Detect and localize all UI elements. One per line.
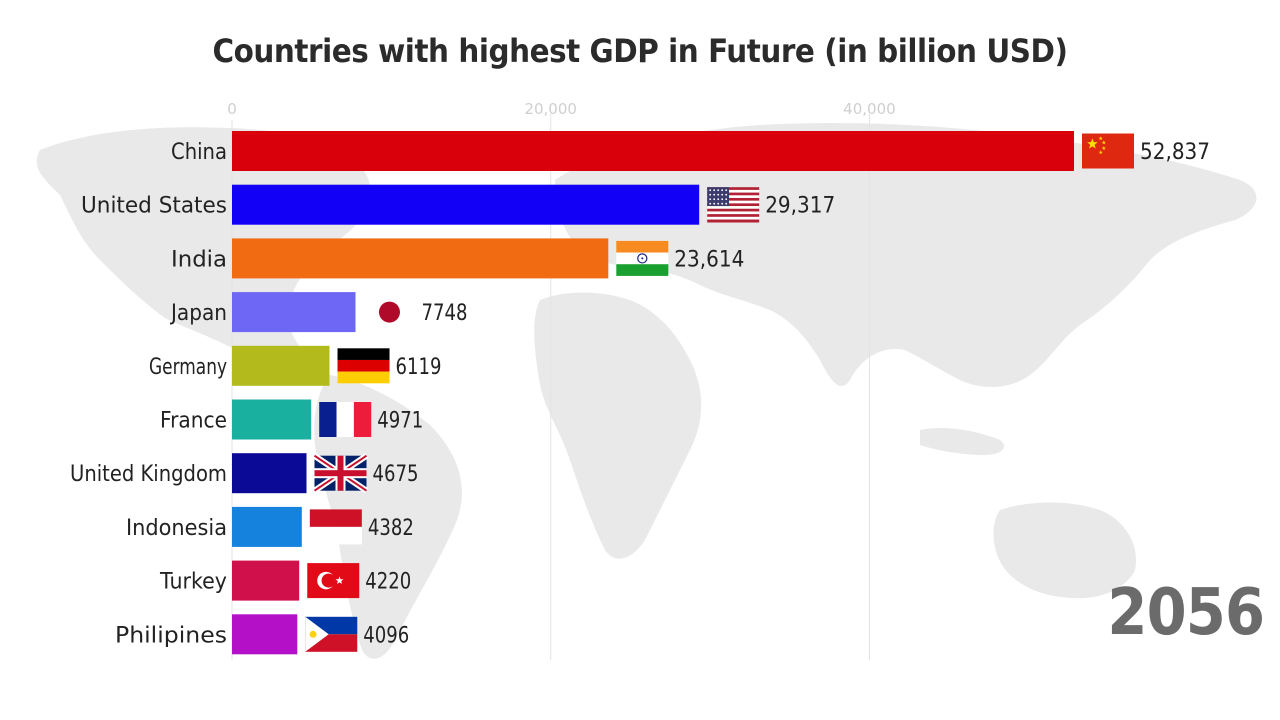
turkey-flag-icon — [307, 563, 360, 599]
bar — [232, 292, 356, 333]
france-flag-icon — [319, 402, 372, 437]
category-label: Turkey — [159, 570, 227, 595]
value-label: 4675 — [372, 462, 418, 487]
bar — [232, 345, 330, 386]
category-label: United Kingdom — [70, 462, 227, 487]
category-label: Philipines — [115, 623, 227, 648]
bar-row: China 52,837 — [171, 131, 1210, 171]
value-label: 4096 — [363, 623, 409, 648]
bar — [232, 560, 300, 601]
bar-row: India 23,614 — [171, 238, 744, 279]
category-label: China — [171, 140, 227, 165]
indonesia-flag-icon — [309, 509, 362, 545]
value-label: 7748 — [421, 301, 467, 326]
japan-flag-icon — [363, 294, 416, 330]
bar — [232, 506, 302, 547]
philippines-flag-icon — [305, 616, 358, 652]
value-label: 29,317 — [765, 194, 835, 219]
bar-row: Indonesia 4382 — [126, 506, 414, 547]
bar-row: Germany 6119 — [149, 345, 442, 386]
chart-title: Countries with highest GDP in Future (in… — [212, 32, 1068, 70]
category-label: United States — [81, 194, 227, 219]
germany-flag-icon — [337, 348, 390, 384]
category-label: Indonesia — [126, 516, 227, 541]
bar — [232, 184, 700, 225]
bar — [232, 399, 312, 440]
bar-row: Philipines 4096 — [115, 614, 409, 655]
year-label: 2056 — [1107, 576, 1265, 650]
value-label: 6119 — [396, 355, 442, 380]
x-tick-label: 40,000 — [843, 100, 896, 118]
bar-row: Japan 7748 — [169, 292, 467, 333]
category-label: Germany — [149, 355, 227, 380]
category-label: France — [160, 409, 227, 434]
value-label: 52,837 — [1140, 140, 1210, 165]
category-label: Japan — [169, 301, 227, 326]
value-label: 4220 — [365, 570, 411, 595]
bar — [232, 614, 298, 655]
china-flag-icon — [1082, 133, 1134, 169]
usa-flag-icon — [707, 187, 760, 223]
value-label: 23,614 — [674, 247, 744, 272]
bar — [232, 131, 1074, 171]
uk-flag-icon — [312, 453, 369, 494]
x-tick-label: 20,000 — [524, 100, 577, 118]
bar — [232, 453, 307, 494]
bar-row: United States 29,317 — [81, 184, 835, 225]
bars-layer: China 52,837 United States 29,317 India 23,61… — [70, 131, 1210, 655]
x-tick-label: 0 — [227, 100, 237, 118]
bar — [232, 238, 609, 279]
value-label: 4382 — [368, 516, 414, 541]
value-label: 4971 — [377, 409, 423, 434]
category-label: India — [171, 247, 227, 272]
india-flag-icon — [616, 240, 669, 276]
bar-row: France 4971 — [160, 399, 423, 440]
bar-row: United Kingdom 4675 — [70, 453, 418, 494]
bar-row: Turkey 4220 — [159, 560, 411, 601]
